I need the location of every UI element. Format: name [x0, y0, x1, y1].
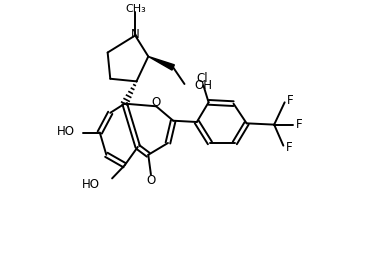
Text: F: F — [285, 141, 292, 154]
Text: CH₃: CH₃ — [125, 4, 146, 14]
Text: HO: HO — [57, 125, 75, 139]
Text: O: O — [151, 96, 160, 109]
Text: HO: HO — [82, 178, 100, 191]
Text: N: N — [131, 28, 139, 41]
Text: OH: OH — [194, 79, 212, 92]
Text: O: O — [147, 174, 156, 187]
Text: F: F — [296, 118, 302, 131]
Text: Cl: Cl — [196, 72, 208, 85]
Text: F: F — [287, 94, 293, 107]
Polygon shape — [148, 56, 174, 70]
